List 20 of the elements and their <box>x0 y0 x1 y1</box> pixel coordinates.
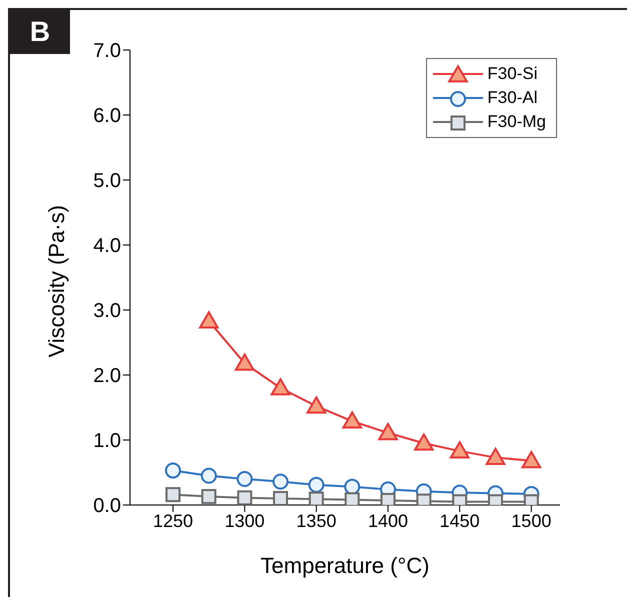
legend-label: F30-Si <box>487 64 538 84</box>
x-tick-label: 1500 <box>511 510 552 531</box>
x-tick-label: 1300 <box>224 510 265 531</box>
x-axis-title: Temperature (°C) <box>260 553 430 578</box>
y-tick-label: 2.0 <box>93 365 121 388</box>
y-tick-label: 6.0 <box>93 105 121 128</box>
legend-label: F30-Al <box>487 88 538 108</box>
x-tick-label: 1350 <box>296 510 336 531</box>
text: B <box>10 10 70 54</box>
y-axis-title: Viscosity (Pa·s) <box>44 205 69 358</box>
x-tick-label: 1400 <box>368 510 408 531</box>
y-tick-label: 7.0 <box>93 40 121 62</box>
y-tick-label: 3.0 <box>93 300 121 322</box>
y-tick-label: 1.0 <box>93 430 121 452</box>
y-tick-label: 4.0 <box>93 235 121 258</box>
x-tick-label: 1450 <box>440 510 480 531</box>
x-tick-label: 1250 <box>152 510 194 531</box>
y-tick-label: 0.0 <box>93 495 121 518</box>
y-tick-label: 5.0 <box>93 170 121 192</box>
legend-label: F30-Mg <box>487 112 546 132</box>
